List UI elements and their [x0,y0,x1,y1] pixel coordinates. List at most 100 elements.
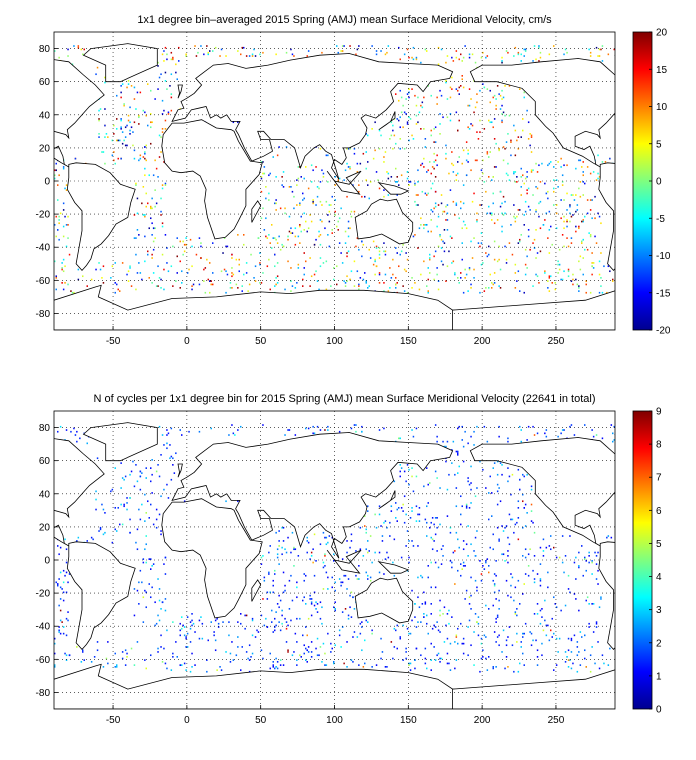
y-tick-label: -40 [36,622,51,633]
data-bin [414,182,416,185]
data-bin [523,291,525,294]
data-bin [499,108,502,110]
data-bin [341,626,344,628]
data-bin [62,581,65,584]
data-bin [154,159,156,162]
data-bin [349,166,351,168]
data-bin [467,290,469,292]
data-bin [522,636,524,638]
data-bin [465,505,468,508]
data-bin [278,540,280,542]
data-bin [327,541,329,544]
data-bin [598,260,601,263]
data-bin [189,641,192,643]
data-bin [399,58,401,61]
data-bin [355,53,357,56]
data-bin [82,53,84,56]
data-bin [119,139,121,142]
data-bin [436,435,438,438]
data-bin [275,611,277,613]
data-bin [82,275,84,278]
data-bin [86,285,88,287]
landmass [161,119,263,240]
data-bin [424,657,427,660]
data-bin [281,243,283,246]
data-bin [454,473,456,476]
data-bins [54,424,615,673]
data-bin [592,171,595,173]
data-bin [482,262,484,264]
data-bin [440,48,443,51]
data-bin [383,189,385,191]
data-bin [285,627,288,630]
data-bin [414,200,416,203]
data-bin [62,235,65,238]
data-bin [536,187,539,190]
data-bin [269,591,271,594]
data-bin [460,574,462,577]
grid-lines [54,411,615,709]
data-bin [350,616,353,618]
data-bin [399,253,401,256]
data-bin [436,164,438,167]
data-bin [303,229,305,231]
data-bin [396,520,398,522]
data-bin [584,558,586,560]
data-bin [479,204,481,206]
data-bin [148,558,150,560]
data-bin [338,629,341,632]
data-bin [465,273,468,276]
data-bin [307,651,310,653]
data-bin [59,425,62,428]
data-bin [479,177,481,180]
data-bin [454,550,456,552]
data-bin [279,664,282,666]
data-bin [102,151,105,153]
data-bin [493,584,496,587]
data-bin [164,598,167,600]
data-bin [111,488,114,491]
data-bin [129,473,131,476]
data-bin [427,290,429,292]
data-bin [148,277,150,279]
data-bin [237,500,239,503]
data-bin [530,169,533,172]
data-bin [160,151,162,153]
data-bin [417,247,419,249]
data-bin [395,167,397,170]
data-bin [173,472,176,474]
data-bin [402,503,404,506]
data-bin [260,614,263,617]
data-bin [248,55,251,57]
data-bin [55,275,57,278]
data-bin [220,48,223,51]
data-bin [303,579,305,582]
data-bin [436,621,438,623]
data-bin [225,291,227,294]
data-bin [316,195,319,198]
grid-lines [54,32,615,330]
data-bin [364,525,366,527]
data-bin [530,644,533,647]
data-bin [71,63,74,66]
data-bin [387,556,390,559]
data-bin [77,45,80,47]
data-bin [59,571,62,574]
data-bin [61,268,63,271]
data-bin [306,55,308,57]
data-bin [359,277,362,279]
data-bin [276,275,279,278]
data-bin [514,181,517,183]
data-bin [554,288,556,291]
data-bin [65,548,68,551]
data-bin [381,651,384,653]
data-bin [362,555,365,557]
data-bin [130,647,133,650]
data-bin [279,599,282,602]
data-bin [415,56,418,59]
data-bin [595,46,598,49]
data-bin [514,586,517,589]
data-bin [384,53,387,56]
data-bin [299,202,301,205]
data-bin [378,147,381,150]
